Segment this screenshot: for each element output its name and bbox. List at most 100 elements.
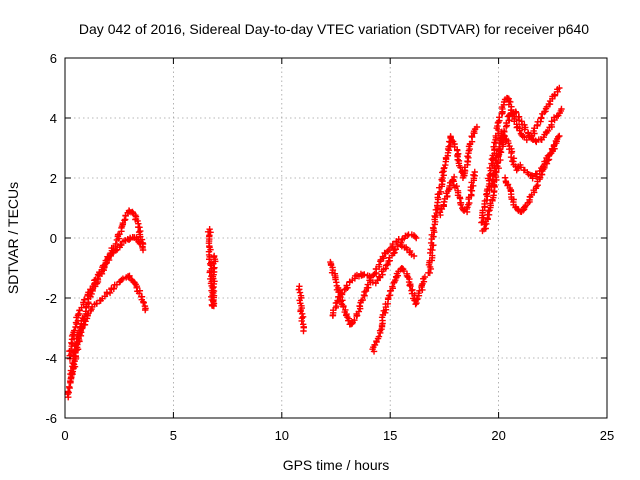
chart-title: Day 042 of 2016, Sidereal Day-to-day VTE… [79,21,589,37]
data-point [544,157,552,164]
data-point [118,241,125,249]
data-point [338,289,346,297]
data-point [521,126,528,133]
data-point [129,208,136,216]
data-point [429,224,437,232]
data-point [369,279,377,286]
data-point [451,184,459,191]
data-point [551,91,558,98]
data-point [343,282,350,289]
data-point [375,273,383,280]
data-point [298,317,305,325]
x-tick-label: 5 [170,428,177,443]
y-tick-label: 6 [50,51,57,66]
data-point [110,285,118,292]
data-point [479,207,486,214]
data-point [558,105,565,113]
data-point [207,229,214,236]
data-point [483,191,490,198]
data-point [337,298,345,305]
data-point [485,207,492,215]
data-point [464,153,471,160]
data-points [64,84,565,401]
data-point [211,264,218,271]
data-point [553,135,561,143]
data-point [437,188,444,196]
data-point [300,327,307,335]
data-point [361,271,368,278]
data-point [71,327,78,334]
data-point [140,299,147,306]
data-point [504,113,512,120]
data-point [379,253,386,260]
series-arc-d [204,226,219,310]
data-point [492,157,499,164]
data-point [75,310,82,318]
data-point [412,300,419,308]
data-point [416,287,423,295]
data-point [495,118,502,126]
data-point [78,325,86,332]
series-arc-b [66,207,147,362]
y-tick-label: -6 [45,411,57,426]
data-point [490,143,497,150]
data-point [433,209,440,217]
data-point [389,283,396,290]
data-point [89,282,97,290]
data-point [469,182,477,189]
series-arc-e [295,283,307,335]
data-point [135,290,143,297]
data-point [112,240,120,248]
y-axis-label: SDTVAR / TECUs [5,182,21,294]
data-point [375,261,383,268]
data-point [543,160,551,167]
data-point [356,302,363,310]
data-point [139,246,147,254]
data-point [425,269,432,277]
series-arc-j [436,168,478,219]
grid [65,58,607,418]
data-point [91,277,98,284]
data-point [427,246,434,253]
data-point [513,109,520,117]
y-tick-label: -2 [45,291,57,306]
data-point [544,127,552,135]
data-point [500,132,508,139]
x-tick-label: 25 [600,428,614,443]
data-point [104,253,111,260]
data-point [67,347,75,354]
x-tick-label: 10 [275,428,289,443]
data-point [206,256,213,263]
data-point [359,296,366,304]
data-point [299,313,307,320]
y-tick-label: 4 [50,111,57,126]
data-point [457,201,465,208]
data-point [488,155,496,163]
data-point [345,317,352,324]
data-point [403,272,411,280]
data-point [410,252,418,260]
data-point [498,128,505,136]
data-point [413,234,420,242]
data-point [548,118,555,125]
series-arc-h [369,265,429,355]
data-point [65,383,73,390]
data-point [486,171,493,179]
x-tick-label: 15 [383,428,397,443]
data-point [454,156,461,163]
data-point [69,368,77,375]
data-point [375,333,383,340]
data-point [538,114,545,121]
data-point [334,297,341,304]
y-tick-label: -4 [45,351,57,366]
x-tick-label: 0 [61,428,68,443]
series-arc-g [329,239,418,319]
data-point [78,304,85,311]
data-point [93,300,101,307]
data-point [541,108,548,116]
data-point [439,169,446,176]
data-point [397,239,405,246]
data-point [392,246,400,253]
data-point [351,316,358,324]
